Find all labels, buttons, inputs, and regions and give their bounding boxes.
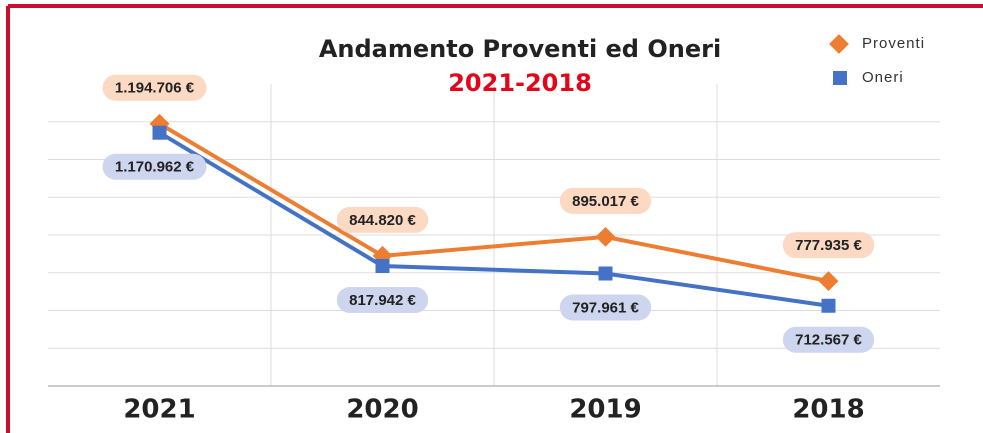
series-line [158, 122, 829, 284]
value-label-bg [559, 294, 652, 321]
legend-label: Proventi [862, 35, 925, 52]
point [152, 125, 167, 140]
value-label: 817.942 € [349, 292, 416, 309]
x-tick-label: 2021 [123, 395, 195, 425]
x-tick-label: 2020 [346, 395, 418, 425]
point [818, 271, 839, 291]
legend-label: Oneri [862, 69, 904, 86]
point [375, 258, 390, 273]
point [598, 266, 613, 281]
x-tick-label: 2019 [569, 395, 641, 425]
value-label-bg [336, 286, 429, 313]
value-label: 844.820 € [349, 212, 416, 229]
series-line [158, 130, 829, 308]
chart-title: Andamento Proventi ed Oneri [319, 35, 721, 63]
value-label: 712.567 € [795, 332, 862, 349]
chart-subtitle: 2021-2018 [448, 69, 592, 97]
value-label-bg [782, 232, 875, 259]
value-label: 777.935 € [795, 237, 862, 254]
value-label-bg [782, 326, 875, 353]
value-label-bg [559, 187, 652, 214]
legend-marker [833, 71, 847, 85]
value-label-bg [102, 153, 207, 180]
point [821, 298, 836, 313]
point [595, 226, 616, 247]
value-label: 1.194.706 € [115, 80, 195, 97]
value-label: 1.170.962 € [115, 159, 195, 176]
x-tick-label: 2018 [792, 395, 864, 425]
value-label-bg [102, 74, 207, 101]
legend-marker [829, 34, 849, 54]
value-label-bg [336, 206, 429, 233]
value-label: 895.017 € [572, 193, 639, 210]
value-label: 797.961 € [572, 299, 639, 316]
